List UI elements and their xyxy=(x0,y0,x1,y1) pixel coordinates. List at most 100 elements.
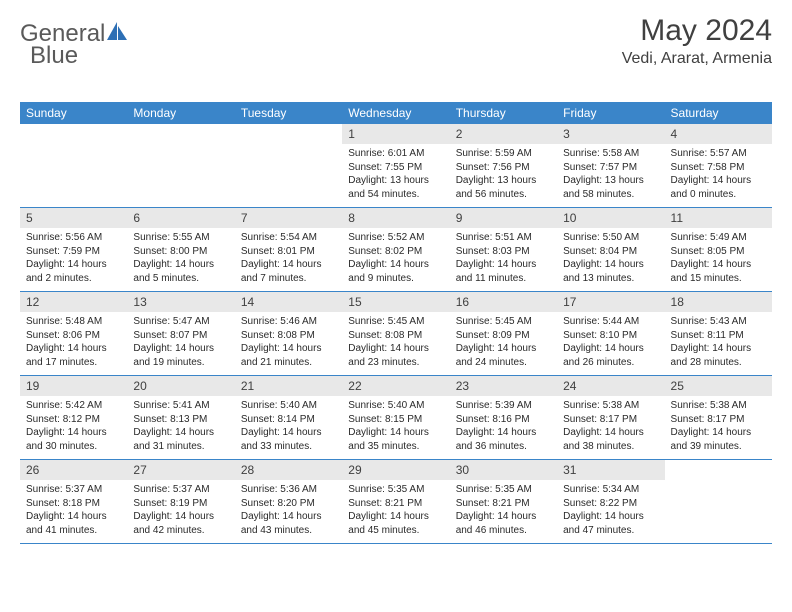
day-cell: 30Sunrise: 5:35 AMSunset: 8:21 PMDayligh… xyxy=(450,460,557,544)
day-cell: 2Sunrise: 5:59 AMSunset: 7:56 PMDaylight… xyxy=(450,124,557,208)
empty-cell xyxy=(665,460,772,544)
day-details: Sunrise: 5:40 AMSunset: 8:15 PMDaylight:… xyxy=(342,396,449,459)
page-header: General May 2024 Vedi, Ararat, Armenia xyxy=(20,14,772,68)
day-details: Sunrise: 5:40 AMSunset: 8:14 PMDaylight:… xyxy=(235,396,342,459)
day-details: Sunrise: 5:37 AMSunset: 8:19 PMDaylight:… xyxy=(127,480,234,543)
weekday-header: Monday xyxy=(127,102,234,124)
day-details: Sunrise: 5:54 AMSunset: 8:01 PMDaylight:… xyxy=(235,228,342,291)
day-details: Sunrise: 5:58 AMSunset: 7:57 PMDaylight:… xyxy=(557,144,664,207)
title-block: May 2024 Vedi, Ararat, Armenia xyxy=(622,14,772,68)
day-number: 1 xyxy=(342,124,449,144)
day-details: Sunrise: 6:01 AMSunset: 7:55 PMDaylight:… xyxy=(342,144,449,207)
day-cell: 4Sunrise: 5:57 AMSunset: 7:58 PMDaylight… xyxy=(665,124,772,208)
day-details: Sunrise: 5:56 AMSunset: 7:59 PMDaylight:… xyxy=(20,228,127,291)
day-cell: 12Sunrise: 5:48 AMSunset: 8:06 PMDayligh… xyxy=(20,292,127,376)
day-cell: 7Sunrise: 5:54 AMSunset: 8:01 PMDaylight… xyxy=(235,208,342,292)
day-details: Sunrise: 5:49 AMSunset: 8:05 PMDaylight:… xyxy=(665,228,772,291)
day-cell: 25Sunrise: 5:38 AMSunset: 8:17 PMDayligh… xyxy=(665,376,772,460)
calendar-page: General May 2024 Vedi, Ararat, Armenia B… xyxy=(0,0,792,544)
day-number: 3 xyxy=(557,124,664,144)
day-number: 21 xyxy=(235,376,342,396)
day-details: Sunrise: 5:51 AMSunset: 8:03 PMDaylight:… xyxy=(450,228,557,291)
day-cell: 23Sunrise: 5:39 AMSunset: 8:16 PMDayligh… xyxy=(450,376,557,460)
day-details: Sunrise: 5:35 AMSunset: 8:21 PMDaylight:… xyxy=(450,480,557,543)
day-details: Sunrise: 5:52 AMSunset: 8:02 PMDaylight:… xyxy=(342,228,449,291)
day-details: Sunrise: 5:36 AMSunset: 8:20 PMDaylight:… xyxy=(235,480,342,543)
day-number: 24 xyxy=(557,376,664,396)
day-cell: 9Sunrise: 5:51 AMSunset: 8:03 PMDaylight… xyxy=(450,208,557,292)
day-number: 15 xyxy=(342,292,449,312)
day-details: Sunrise: 5:37 AMSunset: 8:18 PMDaylight:… xyxy=(20,480,127,543)
day-cell: 27Sunrise: 5:37 AMSunset: 8:19 PMDayligh… xyxy=(127,460,234,544)
day-number: 14 xyxy=(235,292,342,312)
day-cell: 16Sunrise: 5:45 AMSunset: 8:09 PMDayligh… xyxy=(450,292,557,376)
day-details: Sunrise: 5:50 AMSunset: 8:04 PMDaylight:… xyxy=(557,228,664,291)
day-number: 5 xyxy=(20,208,127,228)
day-details: Sunrise: 5:35 AMSunset: 8:21 PMDaylight:… xyxy=(342,480,449,543)
day-cell: 6Sunrise: 5:55 AMSunset: 8:00 PMDaylight… xyxy=(127,208,234,292)
day-details: Sunrise: 5:55 AMSunset: 8:00 PMDaylight:… xyxy=(127,228,234,291)
day-cell: 19Sunrise: 5:42 AMSunset: 8:12 PMDayligh… xyxy=(20,376,127,460)
day-cell: 29Sunrise: 5:35 AMSunset: 8:21 PMDayligh… xyxy=(342,460,449,544)
day-number: 20 xyxy=(127,376,234,396)
day-cell: 21Sunrise: 5:40 AMSunset: 8:14 PMDayligh… xyxy=(235,376,342,460)
weekday-header: Wednesday xyxy=(342,102,449,124)
day-number: 2 xyxy=(450,124,557,144)
day-cell: 22Sunrise: 5:40 AMSunset: 8:15 PMDayligh… xyxy=(342,376,449,460)
empty-cell xyxy=(127,124,234,208)
day-cell: 17Sunrise: 5:44 AMSunset: 8:10 PMDayligh… xyxy=(557,292,664,376)
day-details: Sunrise: 5:38 AMSunset: 8:17 PMDaylight:… xyxy=(665,396,772,459)
day-cell: 13Sunrise: 5:47 AMSunset: 8:07 PMDayligh… xyxy=(127,292,234,376)
day-details: Sunrise: 5:48 AMSunset: 8:06 PMDaylight:… xyxy=(20,312,127,375)
weekday-header-row: Sunday Monday Tuesday Wednesday Thursday… xyxy=(20,102,772,124)
calendar-table: Sunday Monday Tuesday Wednesday Thursday… xyxy=(20,102,772,544)
day-cell: 8Sunrise: 5:52 AMSunset: 8:02 PMDaylight… xyxy=(342,208,449,292)
day-number: 12 xyxy=(20,292,127,312)
day-cell: 31Sunrise: 5:34 AMSunset: 8:22 PMDayligh… xyxy=(557,460,664,544)
sail-icon xyxy=(107,22,129,47)
day-number: 25 xyxy=(665,376,772,396)
day-number: 19 xyxy=(20,376,127,396)
day-number: 29 xyxy=(342,460,449,480)
day-cell: 18Sunrise: 5:43 AMSunset: 8:11 PMDayligh… xyxy=(665,292,772,376)
weekday-header: Tuesday xyxy=(235,102,342,124)
day-cell: 15Sunrise: 5:45 AMSunset: 8:08 PMDayligh… xyxy=(342,292,449,376)
empty-cell xyxy=(20,124,127,208)
day-number: 6 xyxy=(127,208,234,228)
calendar-body: 1Sunrise: 6:01 AMSunset: 7:55 PMDaylight… xyxy=(20,124,772,544)
day-number: 28 xyxy=(235,460,342,480)
day-number: 22 xyxy=(342,376,449,396)
day-number: 23 xyxy=(450,376,557,396)
day-cell: 11Sunrise: 5:49 AMSunset: 8:05 PMDayligh… xyxy=(665,208,772,292)
day-number: 18 xyxy=(665,292,772,312)
day-details: Sunrise: 5:47 AMSunset: 8:07 PMDaylight:… xyxy=(127,312,234,375)
day-details: Sunrise: 5:45 AMSunset: 8:08 PMDaylight:… xyxy=(342,312,449,375)
day-details: Sunrise: 5:57 AMSunset: 7:58 PMDaylight:… xyxy=(665,144,772,207)
day-details: Sunrise: 5:59 AMSunset: 7:56 PMDaylight:… xyxy=(450,144,557,207)
month-title: May 2024 xyxy=(622,14,772,48)
location-label: Vedi, Ararat, Armenia xyxy=(622,50,772,68)
day-details: Sunrise: 5:38 AMSunset: 8:17 PMDaylight:… xyxy=(557,396,664,459)
day-number: 8 xyxy=(342,208,449,228)
weekday-header: Thursday xyxy=(450,102,557,124)
day-details: Sunrise: 5:46 AMSunset: 8:08 PMDaylight:… xyxy=(235,312,342,375)
day-number: 9 xyxy=(450,208,557,228)
day-cell: 1Sunrise: 6:01 AMSunset: 7:55 PMDaylight… xyxy=(342,124,449,208)
day-number: 26 xyxy=(20,460,127,480)
day-number: 27 xyxy=(127,460,234,480)
day-details: Sunrise: 5:45 AMSunset: 8:09 PMDaylight:… xyxy=(450,312,557,375)
day-cell: 14Sunrise: 5:46 AMSunset: 8:08 PMDayligh… xyxy=(235,292,342,376)
day-cell: 26Sunrise: 5:37 AMSunset: 8:18 PMDayligh… xyxy=(20,460,127,544)
day-details: Sunrise: 5:42 AMSunset: 8:12 PMDaylight:… xyxy=(20,396,127,459)
day-details: Sunrise: 5:44 AMSunset: 8:10 PMDaylight:… xyxy=(557,312,664,375)
day-number: 31 xyxy=(557,460,664,480)
day-details: Sunrise: 5:41 AMSunset: 8:13 PMDaylight:… xyxy=(127,396,234,459)
weekday-header: Sunday xyxy=(20,102,127,124)
brand-name-2-wrap: Blue xyxy=(30,42,78,70)
day-number: 30 xyxy=(450,460,557,480)
day-cell: 20Sunrise: 5:41 AMSunset: 8:13 PMDayligh… xyxy=(127,376,234,460)
day-number: 17 xyxy=(557,292,664,312)
day-number: 10 xyxy=(557,208,664,228)
day-number: 13 xyxy=(127,292,234,312)
weekday-header: Saturday xyxy=(665,102,772,124)
